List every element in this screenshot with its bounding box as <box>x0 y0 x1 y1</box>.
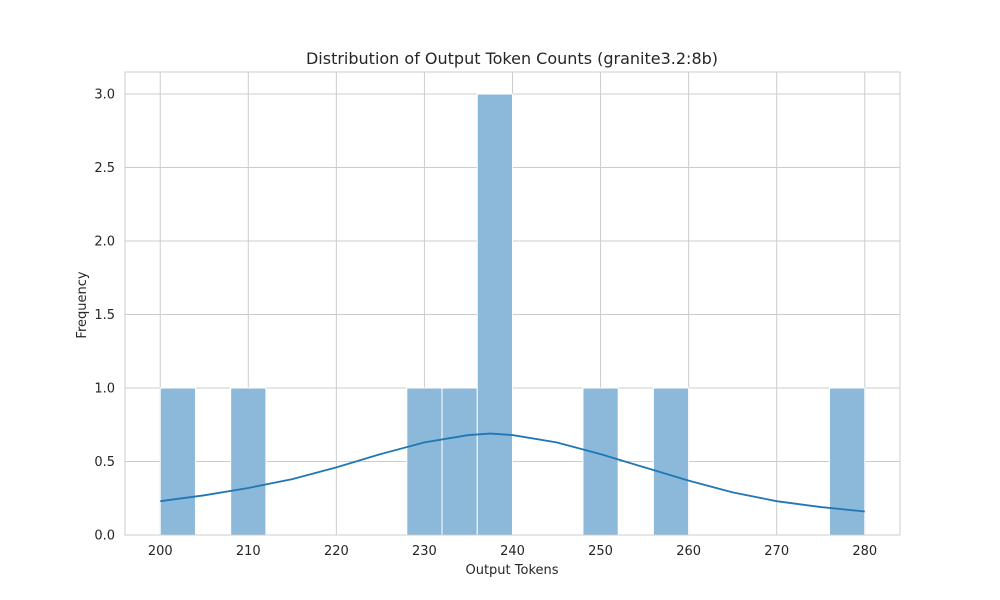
y-tick-label: 3.0 <box>94 88 115 103</box>
kde-line <box>160 432 865 513</box>
histogram-bar <box>652 387 690 536</box>
y-tick-label: 0.0 <box>94 529 115 544</box>
kde-layer <box>160 432 865 513</box>
histogram-bar <box>476 93 514 536</box>
x-tick-label: 220 <box>324 544 349 559</box>
x-tick-label: 250 <box>588 544 613 559</box>
y-tick-label: 1.5 <box>94 308 115 323</box>
y-tick-labels: 0.0 0.5 1.0 1.5 2.0 2.5 3.0 <box>94 88 115 544</box>
histogram-bar <box>230 387 267 536</box>
histogram-bar <box>582 387 619 536</box>
x-axis-label: Output Tokens <box>465 563 558 578</box>
histogram-bars <box>159 93 866 536</box>
histogram-bar <box>829 387 866 536</box>
y-tick-label: 2.0 <box>94 235 115 250</box>
x-tick-label: 200 <box>148 544 173 559</box>
x-tick-label: 280 <box>852 544 877 559</box>
x-tick-label: 260 <box>676 544 701 559</box>
x-tick-label: 210 <box>236 544 261 559</box>
x-tick-labels: 200 210 220 230 240 250 260 270 280 <box>148 544 877 559</box>
y-tick-label: 0.5 <box>94 455 115 470</box>
histogram-bar <box>159 387 196 536</box>
y-tick-label: 2.5 <box>94 161 115 176</box>
x-tick-label: 270 <box>764 544 789 559</box>
plot-frame <box>124 71 901 536</box>
x-tick-label: 240 <box>500 544 525 559</box>
x-tick-label: 230 <box>412 544 437 559</box>
y-tick-label: 1.0 <box>94 382 115 397</box>
histogram-bar <box>441 387 478 536</box>
chart-title: Distribution of Output Token Counts (gra… <box>306 49 718 68</box>
y-axis-label: Frequency <box>75 271 90 338</box>
histogram-bar <box>406 387 443 536</box>
